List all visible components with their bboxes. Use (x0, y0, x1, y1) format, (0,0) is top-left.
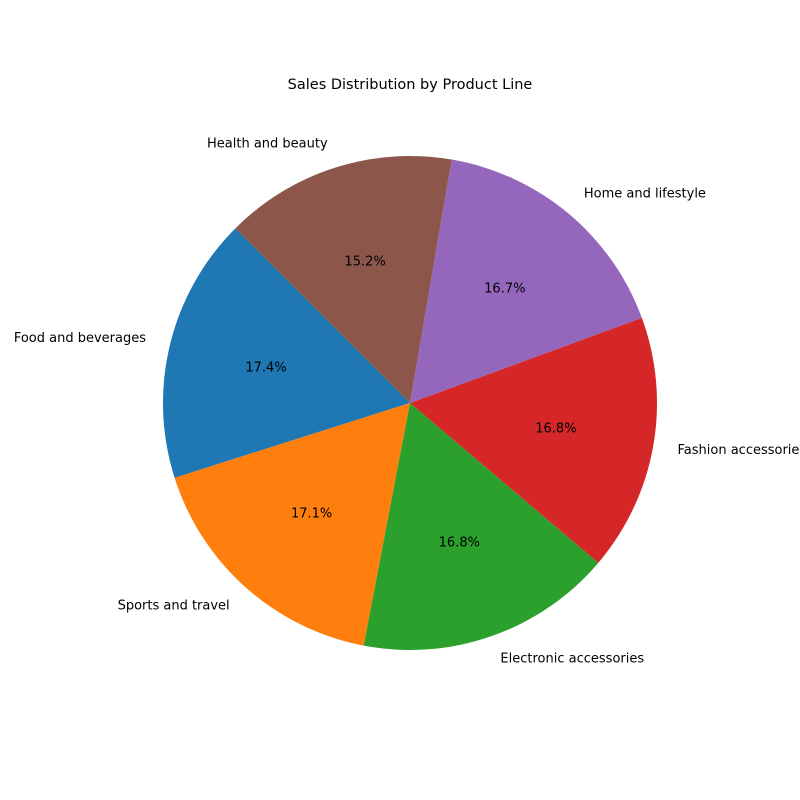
pie-slices (162, 156, 657, 651)
category-label-sports-and-travel: Sports and travel (118, 599, 230, 614)
percent-label-health-and-beauty: 15.2% (344, 254, 385, 269)
pie-slice-home-and-lifestyle (410, 159, 642, 403)
percent-label-electronic-accessories: 16.8% (439, 535, 480, 550)
pie-slice-fashion-accessories (410, 317, 657, 563)
pie-slice-health-and-beauty (235, 156, 452, 403)
percent-label-fashion-accessories: 16.8% (535, 421, 576, 436)
category-label-electronic-accessories: Electronic accessories (500, 652, 644, 667)
pie-slice-electronic-accessories (363, 403, 599, 651)
category-label-home-and-lifestyle: Home and lifestyle (584, 187, 706, 202)
percent-label-sports-and-travel: 17.1% (291, 506, 332, 521)
category-label-fashion-accessories: Fashion accessories (678, 443, 800, 458)
category-label-health-and-beauty: Health and beauty (207, 137, 328, 152)
category-label-food-and-beverages: Food and beverages (14, 331, 146, 346)
pie-slice-sports-and-travel (174, 403, 410, 646)
percent-label-home-and-lifestyle: 16.7% (484, 282, 525, 297)
category-labels: Food and beverages Sports and travel Elect… (14, 137, 800, 667)
percent-labels: 17.4% 17.1% 16.8% 16.8% 16.7% 15.2% (245, 254, 576, 550)
chart-title: Sales Distribution by Product Line (288, 77, 533, 93)
pie-slice-food-and-beverages (162, 228, 410, 478)
percent-label-food-and-beverages: 17.4% (245, 360, 286, 375)
